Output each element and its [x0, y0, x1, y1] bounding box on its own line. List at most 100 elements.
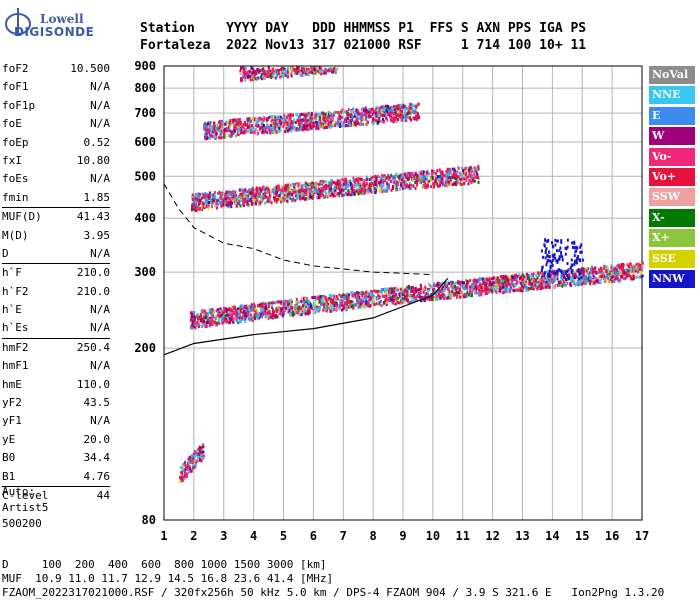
echo-point — [610, 266, 613, 270]
echo-point — [223, 310, 226, 314]
echo-point — [229, 134, 232, 138]
echo-point — [199, 313, 202, 317]
echo-point — [203, 206, 206, 210]
echo-point — [327, 122, 330, 126]
echo-point — [211, 134, 214, 138]
echo-point — [231, 201, 233, 205]
echo-point — [462, 294, 465, 298]
echo-point — [224, 122, 227, 126]
echo-point — [419, 175, 422, 179]
echo-point — [262, 124, 265, 127]
echo-point — [327, 110, 330, 114]
echo-point — [211, 198, 214, 202]
echo-point — [467, 182, 470, 186]
echo-point — [298, 305, 301, 309]
echo-point — [627, 269, 630, 273]
echo-point — [265, 186, 268, 190]
echo-point — [218, 197, 221, 201]
echo-point — [336, 179, 339, 183]
plot-frame — [163, 65, 643, 521]
echo-point — [300, 313, 303, 317]
echo-point — [394, 287, 397, 291]
echo-point — [440, 180, 443, 184]
echo-point — [394, 292, 397, 296]
echo-point — [292, 182, 295, 186]
echo-point — [327, 113, 330, 116]
echo-point — [459, 172, 462, 176]
echo-point — [422, 287, 425, 291]
echo-point — [548, 277, 551, 281]
echo-point — [293, 120, 295, 124]
echo-point — [267, 185, 269, 189]
echo-point — [305, 112, 308, 116]
echo-point — [417, 114, 420, 118]
echo-point — [621, 275, 623, 279]
echo-point — [191, 193, 194, 197]
echo-point — [248, 192, 251, 196]
echo-point — [230, 309, 233, 313]
echo-point — [502, 285, 505, 289]
echo-point — [425, 178, 428, 181]
echo-point — [198, 315, 201, 319]
echo-point — [399, 173, 402, 177]
echo-point — [243, 120, 246, 124]
x-tick-label: 2 — [190, 529, 197, 543]
echo-point — [236, 316, 239, 320]
echo-point — [287, 190, 290, 194]
echo-point — [257, 123, 260, 127]
echo-point — [201, 208, 204, 211]
echo-point — [478, 281, 481, 284]
echo-point — [452, 293, 455, 297]
echo-point — [507, 287, 510, 291]
echo-point — [317, 190, 319, 194]
echo-point — [615, 266, 618, 269]
echo-point — [266, 123, 268, 127]
echo-point — [311, 296, 314, 300]
echo-point — [441, 288, 443, 292]
echo-point — [210, 313, 213, 317]
echo-point — [533, 280, 535, 284]
echo-point — [314, 306, 317, 310]
echo-point — [206, 312, 209, 316]
echo-point — [362, 297, 365, 301]
echo-point — [279, 128, 282, 132]
echo-point — [218, 319, 221, 323]
echo-point — [475, 280, 478, 284]
echo-point — [383, 174, 386, 178]
echo-point — [260, 126, 263, 130]
echo-point — [350, 300, 352, 303]
echo-point — [228, 127, 231, 131]
echo-point — [370, 178, 373, 182]
echo-point — [375, 119, 378, 123]
echo-point — [466, 294, 469, 298]
echo-point — [602, 266, 605, 270]
echo-point — [332, 298, 334, 302]
echo-point — [424, 183, 427, 187]
echo-point — [262, 118, 265, 122]
echo-point — [241, 196, 244, 200]
echo-point — [333, 307, 336, 311]
echo-point — [624, 273, 627, 277]
y-tick-label: 80 — [142, 513, 156, 527]
echo-point — [609, 274, 612, 278]
echo-point — [389, 106, 392, 110]
echo-point — [396, 180, 399, 184]
echo-point — [622, 271, 624, 274]
echo-point — [338, 304, 341, 308]
echo-point — [245, 309, 248, 313]
echo-point — [239, 305, 242, 309]
echo-point — [366, 120, 369, 124]
echo-point — [398, 177, 401, 180]
echo-point — [287, 126, 289, 130]
echo-point — [397, 104, 400, 108]
echo-point — [543, 276, 546, 280]
echo-point — [416, 181, 419, 185]
echo-point — [463, 292, 466, 296]
echo-point — [470, 291, 473, 295]
echo-point — [301, 118, 304, 122]
echo-point — [272, 126, 275, 130]
echo-point — [298, 115, 301, 118]
echo-point — [428, 297, 431, 301]
echo-point — [197, 325, 200, 329]
echo-point — [244, 320, 247, 323]
